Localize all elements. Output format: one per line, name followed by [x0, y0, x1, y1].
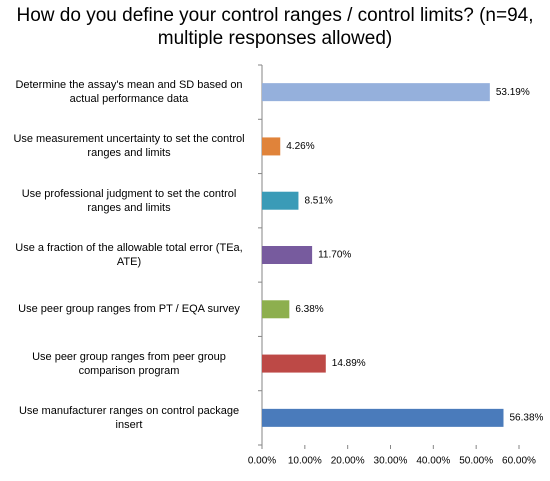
value-label: 11.70% [318, 250, 351, 261]
bar [262, 246, 313, 264]
bar [262, 354, 326, 373]
category-label: Determine the assay's mean and SD based … [15, 79, 243, 106]
value-label: 56.38% [509, 412, 543, 423]
category-label: Use peer group ranges from peer group co… [32, 350, 226, 377]
value-label: 8.51% [304, 195, 332, 206]
value-label: 6.38% [295, 304, 323, 315]
bar [262, 300, 290, 319]
value-label: 53.19% [496, 87, 530, 98]
x-tick-label: 10.00% [288, 456, 322, 467]
x-tick-label: 0.00% [248, 456, 276, 467]
x-tick-label: 20.00% [331, 456, 365, 467]
bar [262, 83, 490, 102]
category-label: Use a fraction of the allowable total er… [15, 242, 243, 268]
category-label: Use professional judgment to set the con… [21, 187, 237, 214]
bar [262, 137, 281, 156]
value-label: 4.26% [286, 141, 314, 152]
x-tick-label: 30.00% [374, 456, 408, 467]
x-tick-label: 60.00% [502, 456, 536, 467]
x-tick-label: 50.00% [459, 456, 493, 467]
bar [262, 408, 504, 427]
category-label: Use measurement uncertainty to set the c… [13, 133, 245, 160]
category-label: Use manufacturer ranges on control packa… [18, 404, 240, 431]
value-label: 14.89% [332, 358, 366, 369]
chart-title: How do you define your control ranges / … [16, 5, 534, 49]
category-label: Use peer group ranges from PT / EQA surv… [18, 303, 240, 316]
x-tick-label: 40.00% [416, 456, 450, 467]
bar [262, 191, 299, 210]
